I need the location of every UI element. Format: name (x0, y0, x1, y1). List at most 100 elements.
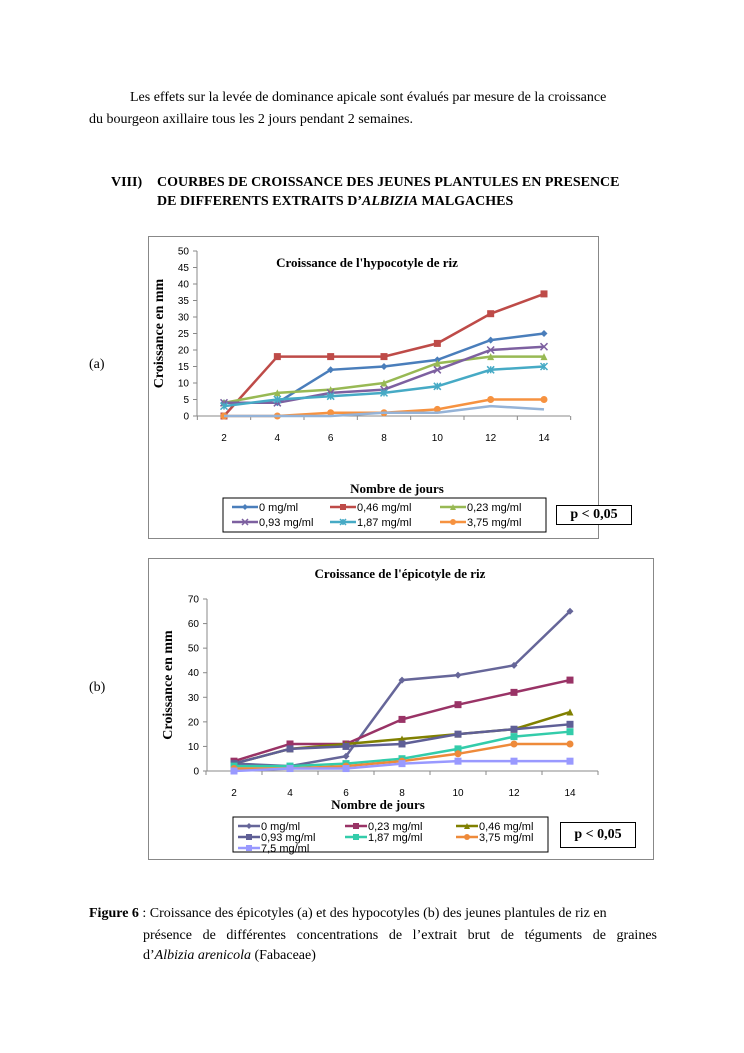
square-marker (353, 823, 359, 829)
y-tick-label: 70 (188, 595, 200, 606)
x-marker (433, 365, 442, 374)
diamond-marker (540, 330, 548, 337)
square-marker (353, 834, 359, 840)
legend-label: 0 mg/ml (259, 502, 298, 514)
y-axis-label: Croissance en mm (152, 278, 167, 388)
paragraph-line-2: du bourgeon axillaire tous les 2 jours p… (89, 112, 414, 127)
square-marker (510, 688, 518, 696)
square-marker (454, 730, 462, 738)
square-marker (454, 745, 462, 753)
square-marker (273, 353, 281, 361)
caption-species: Albizia arenicola (154, 948, 251, 963)
y-tick-label: 20 (178, 346, 190, 357)
square-marker (230, 767, 238, 775)
square-marker (380, 353, 388, 361)
x-tick-label: 4 (287, 788, 293, 799)
square-marker (487, 310, 495, 318)
square-marker (286, 740, 294, 748)
legend-label: 0,46 mg/ml (357, 502, 411, 514)
section-title-part: DE DIFFERENTS EXTRAITS D’ (157, 194, 362, 209)
star-marker (273, 395, 282, 404)
square-marker (510, 757, 518, 765)
section-title-line-2: DE DIFFERENTS EXTRAITS D’ALBIZIA MALGACH… (157, 191, 513, 212)
section-number: VIII) (111, 175, 143, 190)
square-marker (454, 701, 462, 709)
diamond-marker (327, 366, 335, 374)
x-tick-label: 10 (432, 433, 444, 444)
caption-line-2: présence de différentes concentrations d… (143, 928, 657, 943)
square-marker (246, 845, 252, 851)
triangle-marker (450, 504, 456, 510)
legend-label: 3,75 mg/ml (467, 517, 521, 529)
square-marker (342, 742, 350, 750)
diamond-marker (454, 671, 462, 679)
legend-label: 0,23 mg/ml (368, 821, 422, 833)
x-tick-label: 10 (452, 788, 464, 799)
x-marker (486, 345, 495, 355)
circle-marker (566, 740, 574, 748)
square-marker (454, 757, 462, 765)
star-marker (219, 402, 229, 411)
star-marker (326, 392, 335, 401)
circle-marker (487, 396, 495, 403)
x-tick-label: 12 (508, 788, 520, 799)
legend-label: 0,93 mg/ml (259, 517, 313, 529)
square-marker (286, 765, 294, 773)
y-tick-label: 50 (178, 247, 190, 258)
legend-box (232, 816, 549, 853)
y-tick-label: 30 (188, 693, 200, 704)
square-marker (510, 733, 518, 741)
chart-title: Croissance de l'épicotyle de riz (315, 566, 486, 581)
y-tick-label: 30 (178, 313, 190, 324)
square-marker (286, 745, 294, 753)
square-marker (433, 339, 441, 347)
star-marker (486, 365, 495, 374)
y-tick-label: 5 (183, 395, 189, 406)
square-marker (510, 725, 518, 733)
square-marker (566, 676, 574, 684)
square-marker (246, 834, 252, 840)
triangle-marker (273, 389, 281, 397)
y-tick-label: 60 (188, 619, 200, 630)
caption-text: : Croissance des épicotyles (a) et des h… (138, 906, 607, 921)
legend-label: 7,5 mg/ml (261, 843, 309, 855)
circle-marker (433, 405, 441, 413)
y-tick-label: 15 (178, 362, 190, 373)
panel-label-b: (b) (89, 680, 106, 695)
triangle-marker (380, 379, 388, 387)
x-axis-label: Nombre de jours (350, 481, 444, 496)
square-marker (540, 290, 548, 298)
x-tick-label: 2 (231, 788, 237, 799)
x-tick-label: 8 (381, 433, 387, 444)
series-line (224, 404, 545, 418)
x-tick-label: 6 (328, 433, 334, 444)
star-marker (433, 382, 442, 391)
y-tick-label: 50 (188, 644, 200, 655)
diamond-marker (380, 363, 388, 370)
diamond-marker (510, 661, 518, 669)
diamond-marker (242, 504, 248, 510)
y-tick-label: 0 (183, 412, 189, 423)
p-value-a: p < 0,05 (556, 505, 632, 525)
y-tick-label: 35 (178, 296, 190, 307)
diamond-marker (342, 752, 350, 760)
square-marker (566, 757, 574, 765)
star-marker (539, 362, 549, 371)
triangle-marker (433, 359, 441, 367)
caption-label: Figure 6 (89, 906, 139, 921)
square-marker (398, 715, 406, 723)
y-tick-label: 10 (178, 379, 190, 390)
circle-marker (464, 834, 470, 840)
square-marker (342, 765, 350, 773)
diamond-marker (398, 676, 406, 684)
circle-marker (540, 396, 548, 403)
x-tick-label: 6 (343, 788, 349, 799)
y-tick-label: 20 (188, 717, 200, 728)
y-tick-label: 0 (193, 767, 199, 778)
y-tick-label: 10 (188, 742, 200, 753)
square-marker (566, 720, 574, 728)
star-marker (339, 518, 347, 526)
diamond-marker (246, 823, 252, 829)
